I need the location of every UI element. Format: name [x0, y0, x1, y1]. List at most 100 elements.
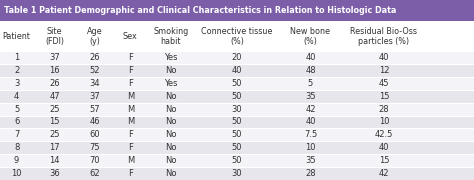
- Bar: [0, 128, 474, 141]
- Text: 15: 15: [49, 118, 60, 127]
- Text: 14: 14: [49, 156, 60, 165]
- Text: Connective tissue
(%): Connective tissue (%): [201, 27, 273, 46]
- Text: 40: 40: [305, 53, 316, 62]
- Text: Residual Bio-Oss
particles (%): Residual Bio-Oss particles (%): [350, 27, 418, 46]
- Bar: [0, 21, 474, 51]
- Text: 3: 3: [14, 79, 19, 88]
- Text: 30: 30: [232, 169, 242, 178]
- Text: 26: 26: [49, 79, 60, 88]
- Text: Age
(y): Age (y): [87, 27, 102, 46]
- Text: 8: 8: [14, 143, 19, 152]
- Text: 42.5: 42.5: [375, 130, 393, 139]
- Text: Yes: Yes: [164, 79, 177, 88]
- Text: Yes: Yes: [164, 53, 177, 62]
- Bar: [0, 154, 474, 167]
- Text: Table 1 Patient Demographic and Clinical Characteristics in Relation to Histolog: Table 1 Patient Demographic and Clinical…: [4, 6, 396, 15]
- Text: 36: 36: [49, 169, 60, 178]
- Text: 15: 15: [379, 156, 389, 165]
- Bar: [0, 116, 474, 128]
- Text: 9: 9: [14, 156, 19, 165]
- Text: No: No: [165, 92, 176, 101]
- Text: F: F: [128, 169, 133, 178]
- Text: F: F: [128, 130, 133, 139]
- Text: F: F: [128, 53, 133, 62]
- Text: 26: 26: [90, 53, 100, 62]
- Text: No: No: [165, 130, 176, 139]
- Text: Smoking
habit: Smoking habit: [153, 27, 188, 46]
- Text: F: F: [128, 143, 133, 152]
- Text: 50: 50: [232, 118, 242, 127]
- Text: M: M: [127, 118, 134, 127]
- Text: 35: 35: [305, 92, 316, 101]
- Bar: [0, 167, 474, 180]
- Bar: [0, 141, 474, 154]
- Text: No: No: [165, 156, 176, 165]
- Text: 52: 52: [90, 66, 100, 75]
- Bar: [0, 51, 474, 64]
- Text: M: M: [127, 92, 134, 101]
- Text: 28: 28: [305, 169, 316, 178]
- Text: 47: 47: [49, 92, 60, 101]
- Text: 46: 46: [90, 118, 100, 127]
- Text: 10: 10: [11, 169, 22, 178]
- Text: 75: 75: [90, 143, 100, 152]
- Text: 40: 40: [305, 118, 316, 127]
- Text: Site
(FDI): Site (FDI): [45, 27, 64, 46]
- Text: 42: 42: [379, 169, 389, 178]
- Text: 7: 7: [14, 130, 19, 139]
- Text: 28: 28: [379, 105, 389, 114]
- Bar: [0, 90, 474, 103]
- Text: 17: 17: [49, 143, 60, 152]
- Text: 48: 48: [305, 66, 316, 75]
- Text: 1: 1: [14, 53, 19, 62]
- Text: 2: 2: [14, 66, 19, 75]
- Text: 45: 45: [379, 79, 389, 88]
- Text: 5: 5: [14, 105, 19, 114]
- Text: 12: 12: [379, 66, 389, 75]
- Text: 16: 16: [49, 66, 60, 75]
- Text: 40: 40: [379, 143, 389, 152]
- Text: No: No: [165, 105, 176, 114]
- Text: New bone
(%): New bone (%): [291, 27, 330, 46]
- Text: 50: 50: [232, 79, 242, 88]
- Bar: [0, 77, 474, 90]
- Text: 15: 15: [379, 92, 389, 101]
- Text: 37: 37: [90, 92, 100, 101]
- Text: 5: 5: [308, 79, 313, 88]
- Text: 42: 42: [305, 105, 316, 114]
- Text: 6: 6: [14, 118, 19, 127]
- Text: 10: 10: [305, 143, 316, 152]
- Text: 34: 34: [90, 79, 100, 88]
- Text: Patient: Patient: [3, 32, 30, 41]
- Text: 4: 4: [14, 92, 19, 101]
- Text: 25: 25: [49, 105, 60, 114]
- Text: 10: 10: [379, 118, 389, 127]
- Text: 37: 37: [49, 53, 60, 62]
- Text: 30: 30: [232, 105, 242, 114]
- Bar: [0, 64, 474, 77]
- Text: 50: 50: [232, 130, 242, 139]
- Text: M: M: [127, 156, 134, 165]
- Text: 50: 50: [232, 92, 242, 101]
- Text: 20: 20: [232, 53, 242, 62]
- Text: 60: 60: [90, 130, 100, 139]
- Text: No: No: [165, 118, 176, 127]
- Text: 35: 35: [305, 156, 316, 165]
- Text: F: F: [128, 66, 133, 75]
- Text: 62: 62: [90, 169, 100, 178]
- Text: 70: 70: [90, 156, 100, 165]
- Text: 40: 40: [232, 66, 242, 75]
- Text: M: M: [127, 105, 134, 114]
- Text: No: No: [165, 169, 176, 178]
- Text: No: No: [165, 66, 176, 75]
- Text: F: F: [128, 79, 133, 88]
- Text: 50: 50: [232, 143, 242, 152]
- Text: Sex: Sex: [123, 32, 138, 41]
- Text: 50: 50: [232, 156, 242, 165]
- Text: 57: 57: [90, 105, 100, 114]
- Text: No: No: [165, 143, 176, 152]
- Bar: [0, 103, 474, 116]
- Text: 40: 40: [379, 53, 389, 62]
- Bar: [0, 0, 474, 21]
- Text: 25: 25: [49, 130, 60, 139]
